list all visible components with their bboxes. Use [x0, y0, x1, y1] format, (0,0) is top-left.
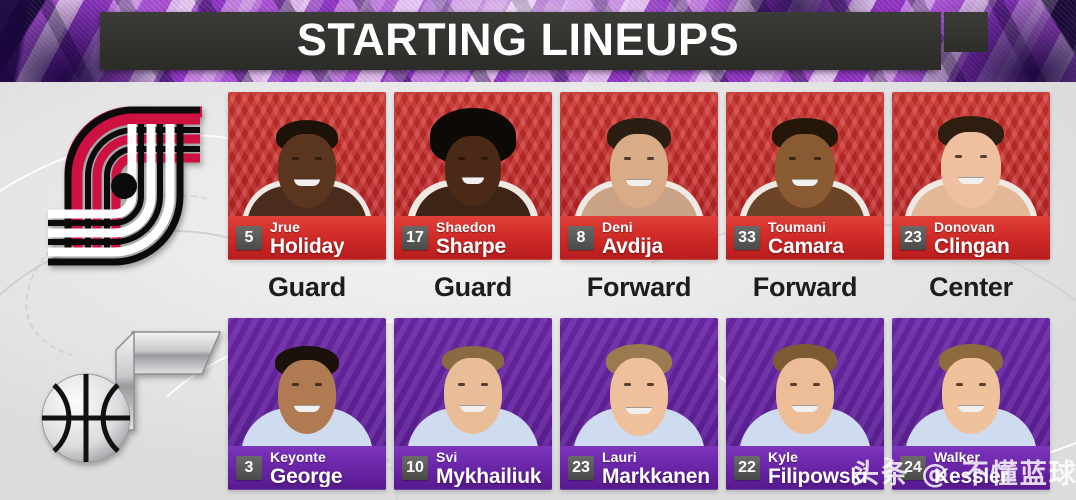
player-nameplate: 23 Lauri Markkanen [560, 446, 718, 490]
title-plate-notch-left [925, 12, 941, 70]
player-card[interactable]: 24 Walker Kessler [892, 318, 1050, 490]
player-number: 10 [402, 456, 428, 480]
player-number: 23 [568, 456, 594, 480]
player-nameplate: 17 Shaedon Sharpe [394, 216, 552, 260]
player-number: 33 [734, 226, 760, 250]
player-nameplate: 8 Deni Avdija [560, 216, 718, 260]
player-first-name: Toumani [768, 219, 826, 235]
player-last-name: Camara [768, 234, 844, 257]
position-label: Center [929, 272, 1013, 302]
title-plate-notch-right [944, 12, 988, 52]
player-number: 5 [236, 226, 262, 250]
player-first-name: Jrue [270, 219, 300, 235]
player-first-name: Shaedon [436, 219, 496, 235]
player-nameplate: 23 Donovan Clingan [892, 216, 1050, 260]
position-labels-row: Guard Guard Forward Forward Center [228, 272, 1050, 303]
player-card[interactable]: 33 Toumani Camara [726, 92, 884, 260]
player-first-name: Walker [934, 449, 980, 465]
player-card[interactable]: 23 Donovan Clingan [892, 92, 1050, 260]
jazz-music-note-basketball-logo [41, 330, 222, 463]
player-nameplate: 22 Kyle Filipowski [726, 446, 884, 490]
player-nameplate: 5 Jrue Holiday [228, 216, 386, 260]
player-number: 22 [734, 456, 760, 480]
away-team-lineup-row: 3 Keyonte George 10 Svi M [228, 318, 1050, 490]
player-nameplate: 10 Svi Mykhailiuk [394, 446, 552, 490]
player-number: 17 [402, 226, 428, 250]
position-label: Forward [586, 272, 692, 302]
title-plate: STARTING LINEUPS [100, 12, 936, 70]
player-card[interactable]: 17 Shaedon Sharpe [394, 92, 552, 260]
player-nameplate: 24 Walker Kessler [892, 446, 1050, 490]
position-label: Guard [267, 272, 346, 302]
player-number: 3 [236, 456, 262, 480]
position-label: Forward [752, 272, 858, 302]
player-last-name: Mykhailiuk [436, 464, 542, 487]
player-last-name: Clingan [934, 234, 1010, 257]
player-number: 24 [900, 456, 926, 480]
home-team-lineup-row: 5 Jrue Holiday 17 Shaedon [228, 92, 1050, 260]
player-nameplate: 3 Keyonte George [228, 446, 386, 490]
player-first-name: Svi [436, 449, 458, 465]
player-last-name: Holiday [270, 234, 345, 257]
player-first-name: Deni [602, 219, 633, 235]
player-last-name: George [270, 464, 343, 487]
player-card[interactable]: 8 Deni Avdija [560, 92, 718, 260]
player-first-name: Kyle [768, 449, 798, 465]
player-last-name: Sharpe [436, 234, 506, 257]
player-first-name: Donovan [934, 219, 995, 235]
player-card[interactable]: 23 Lauri Markkanen [560, 318, 718, 490]
player-last-name: Avdija [602, 234, 664, 257]
player-number: 8 [568, 226, 594, 250]
player-last-name: Markkanen [602, 464, 710, 487]
player-number: 23 [900, 226, 926, 250]
channel-watermark: 头条 @ 不懂蓝球 [852, 459, 1076, 490]
player-card[interactable]: 5 Jrue Holiday [228, 92, 386, 260]
player-card[interactable]: 22 Kyle Filipowski [726, 318, 884, 490]
position-label: Guard [433, 272, 512, 302]
page-title: STARTING LINEUPS [296, 13, 740, 65]
player-first-name: Keyonte [270, 449, 326, 465]
trail-blazers-pinwheel-logo [48, 106, 202, 266]
player-last-name: Filipowski [768, 464, 868, 487]
player-nameplate: 33 Toumani Camara [726, 216, 884, 260]
player-last-name: Kessler [934, 464, 1009, 487]
player-first-name: Lauri [602, 449, 637, 465]
player-card[interactable]: 10 Svi Mykhailiuk [394, 318, 552, 490]
player-card[interactable]: 3 Keyonte George [228, 318, 386, 490]
